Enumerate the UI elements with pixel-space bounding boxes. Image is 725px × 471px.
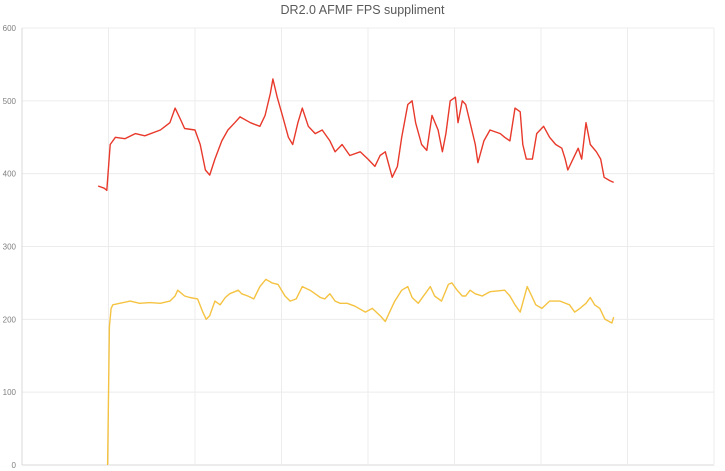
y-tick-label: 300 <box>3 243 17 252</box>
data-series <box>97 78 615 466</box>
series-line <box>97 78 614 192</box>
y-axis: 0 100 200 300 400 500 600 <box>3 24 17 470</box>
y-tick-label: 600 <box>3 24 17 33</box>
y-tick-label: 0 <box>12 461 17 470</box>
series-line <box>106 278 615 466</box>
y-tick-label: 100 <box>3 388 17 397</box>
chart-title: DR2.0 AFMF FPS suppliment <box>280 3 445 17</box>
y-tick-label: 200 <box>3 315 17 324</box>
y-tick-label: 500 <box>3 97 17 106</box>
y-tick-label: 400 <box>3 170 17 179</box>
gridlines <box>21 27 715 466</box>
